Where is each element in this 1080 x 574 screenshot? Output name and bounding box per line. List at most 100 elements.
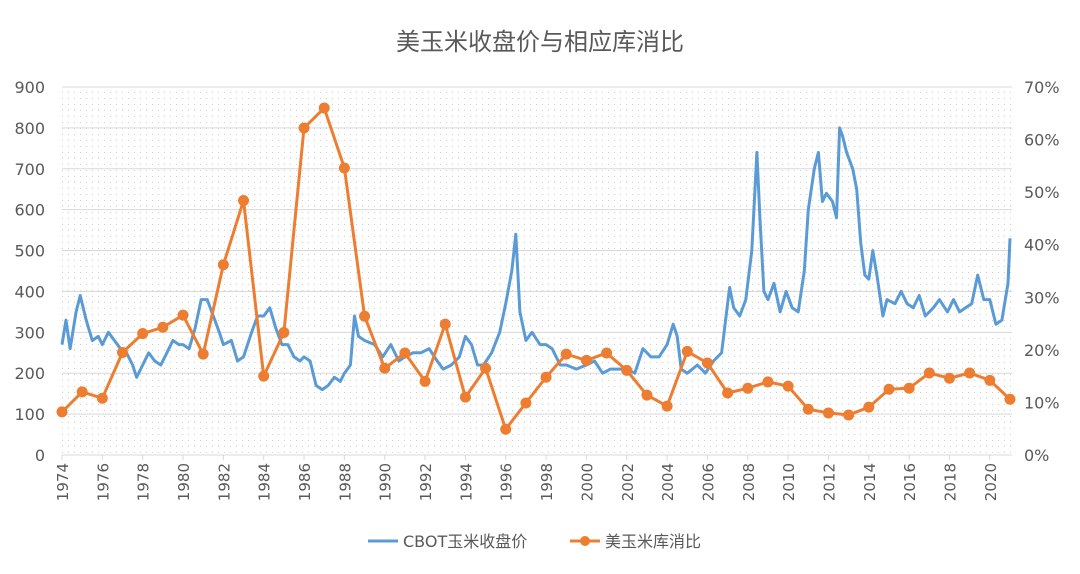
ratio-point xyxy=(318,102,330,114)
left-tick-label: 900 xyxy=(14,78,45,97)
ratio-point xyxy=(56,406,68,418)
ratio-point xyxy=(459,391,471,403)
x-axis: 1974 1976 1978 1980 1982 1984 1986 1988 1990 1992… xyxy=(54,454,1012,501)
gridlines xyxy=(62,86,1012,456)
ratio-point xyxy=(661,400,673,412)
right-tick-label: 20% xyxy=(1024,341,1060,360)
right-axis: 0% 10% 20% 30% 40% 50% 60% 70% xyxy=(1024,78,1060,465)
ratio-point xyxy=(681,345,693,357)
legend-marker-ratio xyxy=(580,536,590,546)
left-tick-label: 200 xyxy=(14,364,45,383)
x-tick-label: 2020 xyxy=(982,463,1000,501)
x-tick-label: 1992 xyxy=(417,463,435,501)
left-tick-label: 0 xyxy=(35,446,45,465)
left-tick-label: 800 xyxy=(14,119,45,138)
ratio-point xyxy=(863,401,875,413)
right-tick-label: 50% xyxy=(1024,183,1060,202)
ratio-point xyxy=(943,372,955,384)
ratio-point xyxy=(701,357,713,369)
x-tick-label: 1990 xyxy=(377,463,395,501)
left-tick-label: 700 xyxy=(14,160,45,179)
x-tick-label: 1976 xyxy=(94,463,112,501)
x-tick-label: 2004 xyxy=(659,463,677,501)
x-tick-label: 1996 xyxy=(498,463,516,501)
left-tick-label: 600 xyxy=(14,201,45,220)
x-tick-label: 1974 xyxy=(54,463,72,501)
ratio-point xyxy=(137,328,149,340)
right-tick-label: 10% xyxy=(1024,393,1060,412)
right-tick-label: 70% xyxy=(1024,78,1060,97)
plot-area xyxy=(62,87,1012,455)
ratio-point xyxy=(197,348,209,360)
price-line xyxy=(60,126,1012,392)
ratio-point xyxy=(843,409,855,421)
chart-title: 美玉米收盘价与相应库消比 xyxy=(396,28,684,56)
x-tick-label: 2002 xyxy=(619,463,637,501)
ratio-point xyxy=(278,327,290,339)
ratio-point xyxy=(762,376,774,388)
x-tick-label: 1986 xyxy=(296,463,314,501)
ratio-point xyxy=(923,367,935,379)
ratio-point xyxy=(500,423,512,435)
ratio-point xyxy=(419,375,431,387)
legend-label-price: CBOT玉米收盘价 xyxy=(403,532,527,551)
left-tick-label: 100 xyxy=(14,405,45,424)
ratio-point xyxy=(903,382,915,394)
right-tick-label: 60% xyxy=(1024,131,1060,150)
ratio-point xyxy=(399,347,411,359)
x-tick-label: 1980 xyxy=(175,463,193,501)
x-tick-label: 1978 xyxy=(135,463,153,501)
right-tick-label: 30% xyxy=(1024,288,1060,307)
x-tick-label: 2006 xyxy=(699,463,717,501)
x-tick-label: 1982 xyxy=(215,463,233,501)
x-tick-label: 1994 xyxy=(457,463,475,501)
left-axis: 0 100 200 300 400 500 600 700 800 900 xyxy=(14,78,45,465)
ratio-point xyxy=(298,122,310,134)
left-tick-label: 500 xyxy=(14,242,45,261)
ratio-point xyxy=(641,389,653,401)
left-tick-label: 300 xyxy=(14,323,45,342)
ratio-point xyxy=(217,259,229,271)
x-tick-label: 1998 xyxy=(538,463,556,501)
left-tick-label: 400 xyxy=(14,282,45,301)
ratio-point xyxy=(520,397,532,409)
x-tick-label: 1984 xyxy=(256,463,274,501)
ratio-point xyxy=(742,382,754,394)
ratio-point xyxy=(601,347,613,359)
right-tick-label: 0% xyxy=(1024,446,1049,465)
x-tick-label: 2016 xyxy=(901,463,919,501)
ratio-point xyxy=(238,195,250,207)
ratio-point xyxy=(802,403,814,415)
legend: CBOT玉米收盘价 美玉米库消比 xyxy=(368,532,701,551)
ratio-point xyxy=(964,367,976,379)
ratio-point xyxy=(722,387,734,399)
ratio-point xyxy=(157,321,169,333)
ratio-point xyxy=(359,310,371,322)
ratio-point xyxy=(117,346,129,358)
x-tick-label: 2008 xyxy=(740,463,758,501)
x-tick-label: 1988 xyxy=(336,463,354,501)
ratio-point xyxy=(76,386,88,398)
ratio-point xyxy=(96,392,108,404)
legend-label-ratio: 美玉米库消比 xyxy=(605,532,701,551)
ratio-point xyxy=(480,362,492,374)
ratio-point xyxy=(1004,393,1016,405)
ratio-point xyxy=(177,309,189,321)
ratio-point xyxy=(439,318,451,330)
x-tick-label: 2014 xyxy=(861,463,879,501)
ratio-point xyxy=(560,348,572,360)
ratio-point xyxy=(580,354,592,366)
ratio-point xyxy=(540,371,552,383)
right-tick-label: 40% xyxy=(1024,236,1060,255)
ratio-point xyxy=(883,383,895,395)
ratio-point xyxy=(338,162,350,174)
ratio-point xyxy=(258,370,270,382)
ratio-point xyxy=(621,364,633,376)
ratio-point xyxy=(822,407,834,419)
x-tick-label: 2018 xyxy=(941,463,959,501)
ratio-point xyxy=(782,380,794,392)
series-layer xyxy=(56,102,1016,435)
x-tick-label: 2000 xyxy=(578,463,596,501)
x-tick-label: 2012 xyxy=(820,463,838,501)
